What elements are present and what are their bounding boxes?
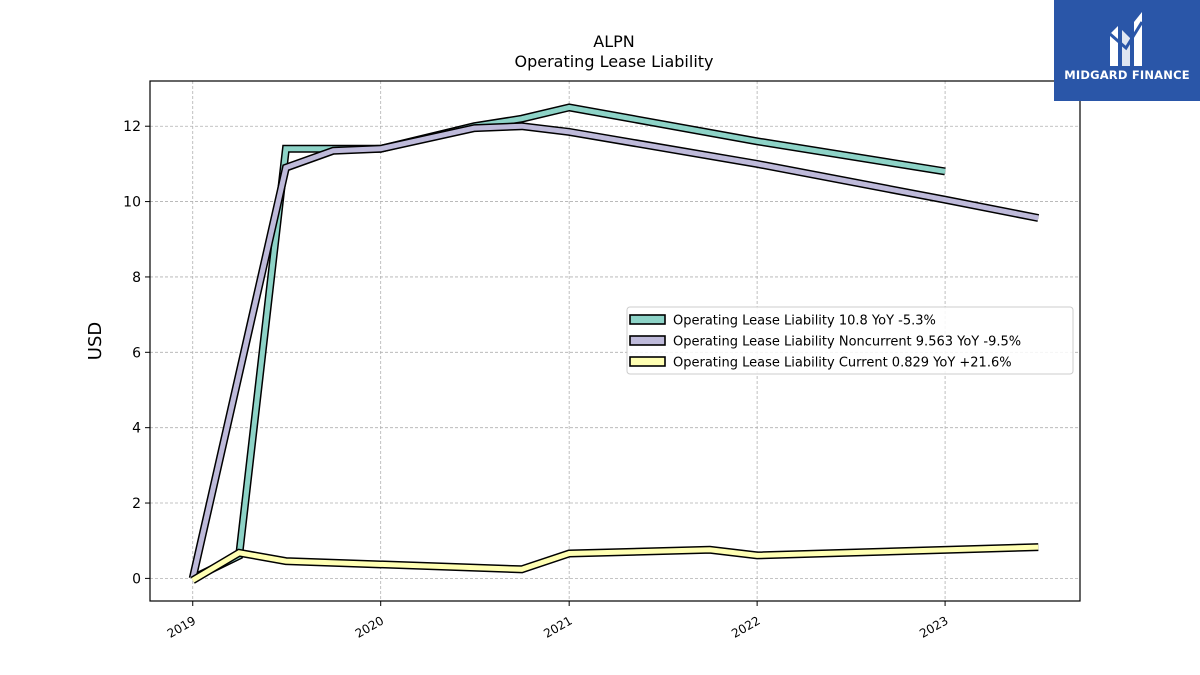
legend-entry-label: Operating Lease Liability 10.8 YoY -5.3%	[673, 314, 936, 329]
y-axis-label: USD	[85, 322, 106, 360]
legend: Operating Lease Liability 10.8 YoY -5.3%…	[626, 306, 1074, 375]
legend-entry-label: Operating Lease Liability Noncurrent 9.5…	[673, 335, 1021, 350]
plot-frame	[149, 80, 1081, 602]
series-layer	[188, 103, 1040, 584]
chart-subtitle: Operating Lease Liability	[514, 52, 713, 71]
brand-logo: MIDGARD FINANCE	[1054, 0, 1200, 101]
legend-box	[626, 306, 1074, 375]
x-tick-label: 2019	[165, 613, 198, 640]
x-tick-label: 2020	[353, 613, 386, 640]
series-line	[191, 544, 1039, 583]
y-tick-label: 0	[132, 571, 141, 587]
y-tick-label: 8	[132, 270, 141, 286]
x-axis: 2019 2020 2021 2022 2023	[165, 601, 951, 641]
brand-name: MIDGARD FINANCE	[1064, 68, 1190, 82]
legend-swatch	[629, 356, 666, 367]
y-tick-label: 10	[123, 195, 141, 211]
chart-title: ALPN	[593, 32, 634, 51]
y-tick-label: 6	[132, 345, 141, 361]
series-2	[188, 122, 1040, 580]
y-axis: 0 2 4 6 8 10 12	[123, 119, 150, 587]
y-tick-label: 2	[132, 496, 141, 512]
brand-mark-icon	[1109, 12, 1144, 66]
legend-swatch	[629, 335, 666, 346]
legend-swatch	[629, 314, 666, 325]
x-tick-label: 2023	[917, 613, 950, 640]
legend-entry-label: Operating Lease Liability Current 0.829 …	[673, 356, 1012, 371]
series-line	[190, 123, 1039, 579]
x-tick-label: 2022	[729, 613, 762, 640]
y-tick-label: 12	[123, 119, 141, 135]
series-3	[190, 543, 1039, 584]
x-tick-label: 2021	[541, 613, 574, 640]
y-tick-label: 4	[132, 421, 141, 437]
